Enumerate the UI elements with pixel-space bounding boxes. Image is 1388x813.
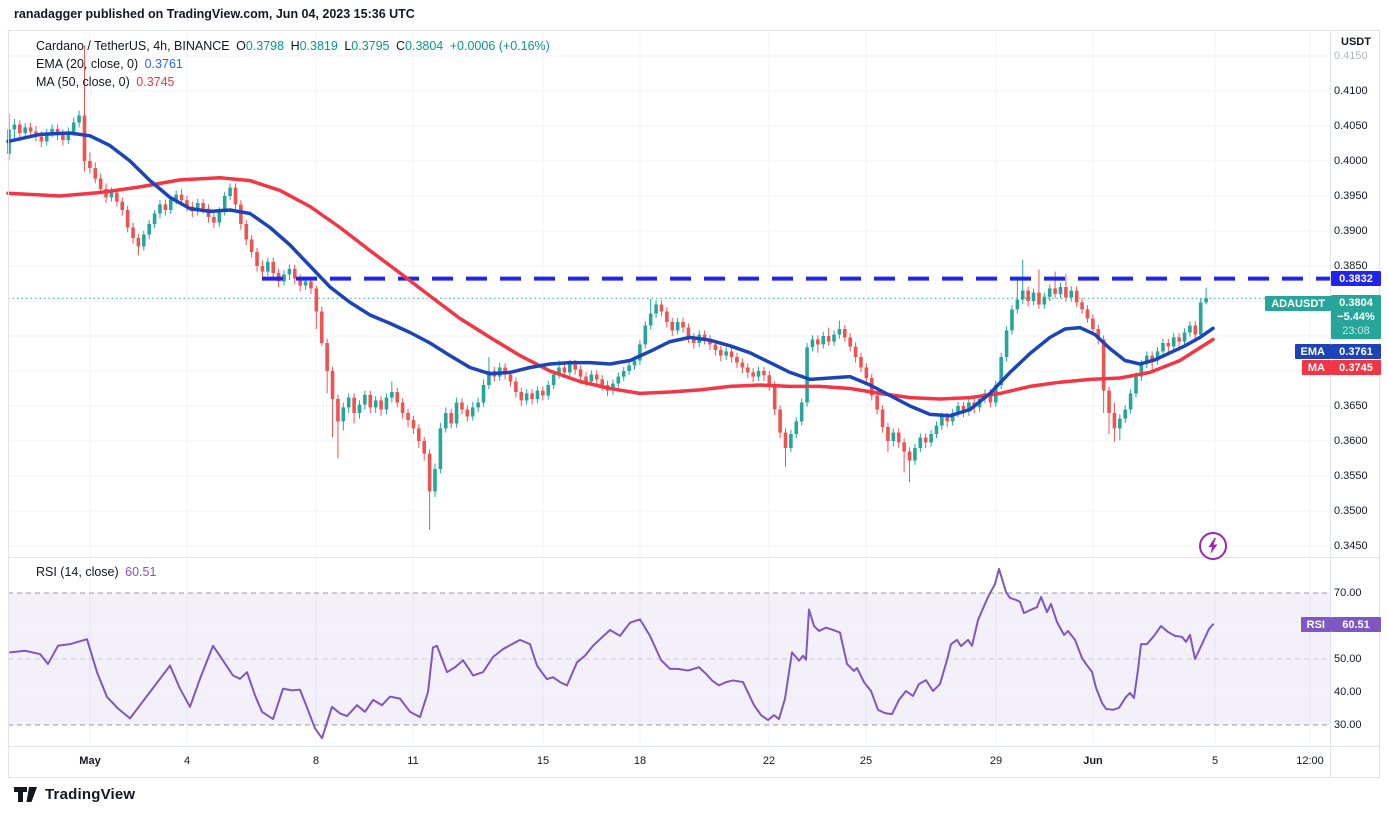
price-tick: 0.3650 xyxy=(1334,400,1368,412)
ma-value: 0.3745 xyxy=(136,75,175,89)
ma-axis-badge: 0.3745 xyxy=(1331,360,1381,375)
ema-axis-tag: EMA xyxy=(1294,344,1331,359)
time-axis-divider xyxy=(8,746,1380,747)
price-axis-divider xyxy=(1330,30,1331,778)
price-axis-unit[interactable]: USDT xyxy=(1341,36,1371,48)
chart-frame xyxy=(8,30,1380,778)
ema-axis-badge: 0.3761 xyxy=(1331,344,1381,359)
change-value: +0.0006 (+0.16%) xyxy=(449,39,550,53)
price-tick: 0.3450 xyxy=(1334,540,1368,552)
ma-axis-tag: MA xyxy=(1301,360,1331,375)
low-value: 0.3795 xyxy=(351,39,390,53)
open-value: 0.3798 xyxy=(245,39,285,53)
price-tick: 0.3950 xyxy=(1334,190,1368,202)
price-tick: 0.3600 xyxy=(1334,435,1368,447)
time-tick: 8 xyxy=(312,755,320,767)
close-value: 0.3804 xyxy=(405,39,444,53)
published-info-line: ranadagger published on TradingView.com,… xyxy=(14,7,415,21)
rsi-tick: 50.00 xyxy=(1334,653,1362,665)
ema-label[interactable]: EMA (20, close, 0) xyxy=(36,57,139,71)
time-tick: 25 xyxy=(859,755,873,767)
symbol-title[interactable]: Cardano / TetherUS, 4h, BINANCE xyxy=(36,39,230,53)
price-tick: 0.3500 xyxy=(1334,505,1368,517)
ma-label[interactable]: MA (50, close, 0) xyxy=(36,75,130,89)
rsi-tick: 30.00 xyxy=(1334,719,1362,731)
hline-price-badge: 0.3832 xyxy=(1331,271,1381,286)
symbol-axis-tag: ADAUSDT xyxy=(1265,296,1331,311)
time-tick: 22 xyxy=(762,755,776,767)
daily-change-value: −5.44% xyxy=(1337,311,1375,323)
lightning-bolt-icon xyxy=(1208,538,1218,554)
time-tick: 15 xyxy=(536,755,550,767)
tradingview-logo-icon xyxy=(14,787,37,802)
main-pane-legend: Cardano / TetherUS, 4h, BINANCE O0.3798 … xyxy=(36,37,550,91)
flash-events-button[interactable] xyxy=(1199,532,1227,560)
rsi-value: 60.51 xyxy=(125,565,157,579)
last-price-badge: 0.3804 −5.44% 23:08 xyxy=(1331,295,1381,339)
rsi-label[interactable]: RSI (14, close) xyxy=(36,565,119,579)
price-tick: 0.3550 xyxy=(1334,470,1368,482)
high-value: 0.3819 xyxy=(299,39,338,53)
rsi-axis-tag: RSI xyxy=(1300,617,1331,632)
bar-countdown: 23:08 xyxy=(1342,325,1370,337)
price-tick: 0.4000 xyxy=(1334,155,1368,167)
ema-value: 0.3761 xyxy=(144,57,183,71)
time-tick: 5 xyxy=(1211,755,1219,767)
price-tick: 0.4050 xyxy=(1334,120,1368,132)
price-tick: 0.3900 xyxy=(1334,225,1368,237)
rsi-axis-badge: 60.51 xyxy=(1331,617,1381,632)
ma-legend-row[interactable]: MA (50, close, 0) 0.3745 xyxy=(36,73,550,91)
time-tick: 12:00 xyxy=(1296,755,1324,767)
rsi-tick: 40.00 xyxy=(1334,686,1362,698)
time-tick: Jun xyxy=(1083,755,1103,767)
time-tick: 11 xyxy=(407,755,419,767)
price-tick: 0.3850 xyxy=(1334,260,1368,272)
time-tick: May xyxy=(79,755,101,767)
symbol-legend-row[interactable]: Cardano / TetherUS, 4h, BINANCE O0.3798 … xyxy=(36,39,550,53)
price-tick: 0.4150 xyxy=(1334,50,1368,62)
rsi-tick: 70.00 xyxy=(1334,587,1362,599)
last-price-value: 0.3804 xyxy=(1339,297,1373,309)
pane-divider[interactable] xyxy=(8,557,1380,558)
time-tick: 4 xyxy=(183,755,191,767)
rsi-pane-legend[interactable]: RSI (14, close) 60.51 xyxy=(36,563,156,581)
time-tick: 29 xyxy=(989,755,1003,767)
price-tick: 0.4100 xyxy=(1334,85,1368,97)
time-tick: 18 xyxy=(633,755,647,767)
tradingview-logo[interactable]: TradingView xyxy=(14,786,135,803)
ema-legend-row[interactable]: EMA (20, close, 0) 0.3761 xyxy=(36,55,550,73)
tradingview-logo-text: TradingView xyxy=(45,786,136,803)
